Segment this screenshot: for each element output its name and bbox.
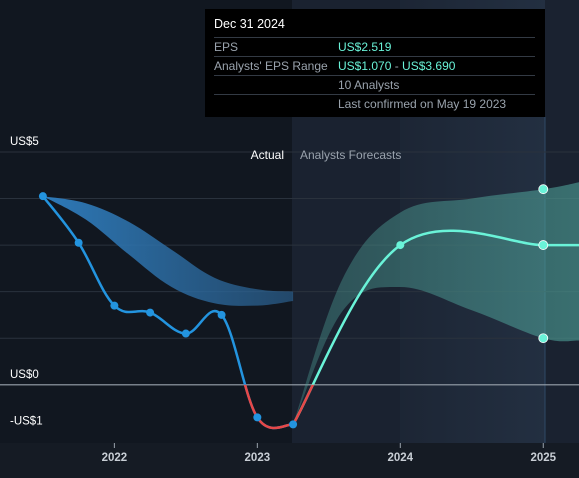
actual-eps-negative-segment <box>243 384 295 430</box>
x-tick-label: 2022 <box>102 452 128 464</box>
tooltip-confirmed-row: Last confirmed on May 19 2023 <box>214 94 535 113</box>
actual-region-label: Actual <box>251 148 284 162</box>
tooltip-range-high: US$3.690 <box>402 59 456 73</box>
forecast-eps-range-band <box>293 182 579 425</box>
tooltip-eps-value: US$2.519 <box>338 40 392 54</box>
y-tick-label: US$5 <box>10 136 39 148</box>
tooltip-analysts-row: 10 Analysts <box>214 75 535 94</box>
actual-eps-point[interactable] <box>217 310 226 319</box>
actual-eps-point[interactable] <box>38 192 47 201</box>
tooltip-highlight-point[interactable] <box>538 184 549 195</box>
forecast-eps-point[interactable] <box>396 241 405 250</box>
forecast-region-label: Analysts Forecasts <box>300 148 401 162</box>
y-tick-label: US$0 <box>10 369 39 381</box>
eps-tooltip: Dec 31 2024 EPS US$2.519 Analysts' EPS R… <box>205 9 545 117</box>
tooltip-range-low: US$1.070 <box>338 59 392 73</box>
tooltip-range-value: US$1.070 - US$3.690 <box>338 59 455 73</box>
actual-eps-point[interactable] <box>146 308 155 317</box>
tooltip-analysts: 10 Analysts <box>338 78 400 92</box>
tooltip-highlight-point[interactable] <box>538 333 549 344</box>
actual-eps-point[interactable] <box>74 238 83 247</box>
historical-eps-band <box>42 196 294 306</box>
actual-eps-point[interactable] <box>289 420 298 429</box>
tooltip-date: Dec 31 2024 <box>214 17 285 31</box>
x-axis-band <box>0 443 579 478</box>
actual-eps-point[interactable] <box>110 301 119 310</box>
x-tick-label: 2024 <box>387 452 413 464</box>
actual-eps-point[interactable] <box>181 329 190 338</box>
x-tick-label: 2025 <box>530 452 556 464</box>
tooltip-confirmed: Last confirmed on May 19 2023 <box>338 97 507 111</box>
tooltip-range-label: Analysts' EPS Range <box>214 59 328 73</box>
y-axis-labels: US$5 US$0 -US$1 <box>10 136 43 427</box>
tooltip-highlight-point[interactable] <box>538 240 549 250</box>
x-tick-label: 2023 <box>245 452 271 464</box>
data-points <box>38 184 549 429</box>
forecast-eps-line <box>291 229 579 426</box>
actual-eps-point[interactable] <box>253 413 262 422</box>
tooltip-eps-label: EPS <box>214 40 239 54</box>
tooltip-range-sep: - <box>391 59 403 73</box>
tooltip-eps-row: EPS US$2.519 <box>214 37 535 56</box>
x-axis-labels: 2022 2023 2024 2025 <box>102 443 557 464</box>
y-tick-label: -US$1 <box>10 415 43 427</box>
tooltip-range-row: Analysts' EPS Range US$1.070 - US$3.690 <box>214 56 535 75</box>
